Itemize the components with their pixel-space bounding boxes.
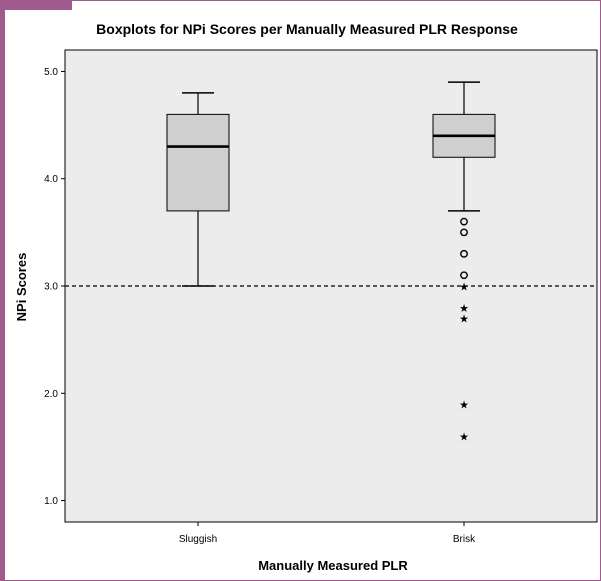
extreme-point-brisk: ★: [459, 431, 469, 444]
chart-marks: ★★★★★: [61, 70, 597, 526]
y-tick-label: 5.0: [44, 67, 58, 78]
x-tick-label-brisk: Brisk: [453, 534, 476, 545]
y-axis: 1.0 2.0 3.0 4.0 5.0: [44, 67, 58, 507]
frame-accent-tab: [0, 0, 72, 10]
y-tick-label: 2.0: [44, 389, 58, 400]
outlier-point-brisk: [460, 249, 468, 258]
outlier-point-brisk: [460, 271, 468, 280]
outlier-point-brisk: [460, 228, 468, 237]
x-axis: Sluggish Brisk: [179, 534, 476, 545]
y-tick-label: 1.0: [44, 496, 58, 507]
box-sluggish: [166, 113, 230, 212]
chart-title: Boxplots for NPi Scores per Manually Mea…: [96, 21, 518, 37]
y-tick-label: 3.0: [44, 282, 58, 293]
frame-accent-left: [0, 10, 5, 581]
extreme-point-brisk: ★: [459, 399, 469, 412]
extreme-point-brisk: ★: [459, 281, 469, 294]
y-axis-label: NPi Scores: [14, 253, 29, 322]
extreme-point-brisk: ★: [459, 313, 469, 326]
extreme-point-brisk: ★: [459, 302, 469, 315]
y-tick-label: 4.0: [44, 174, 58, 185]
outlier-point-brisk: [460, 217, 468, 226]
x-tick-label-sluggish: Sluggish: [179, 534, 217, 545]
x-axis-label: Manually Measured PLR: [258, 558, 408, 573]
